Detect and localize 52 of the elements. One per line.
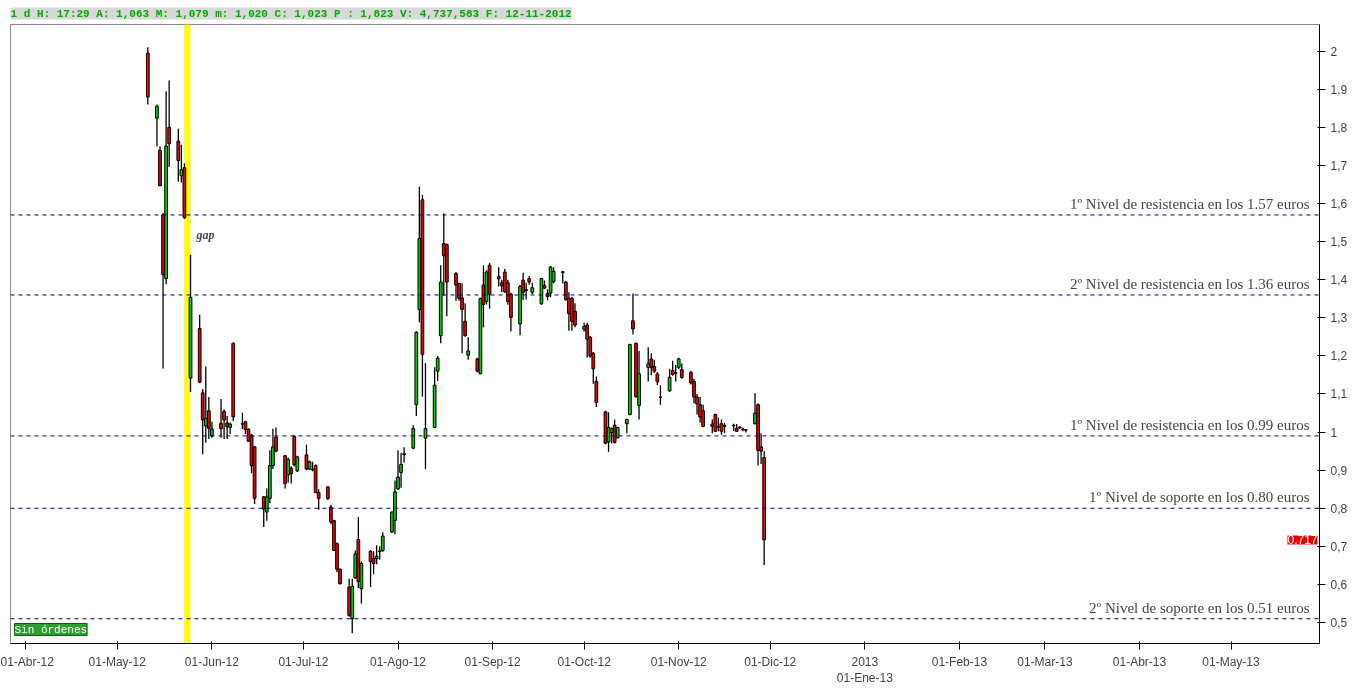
candlestick — [658, 384, 663, 406]
x-tick-label: 01-Feb-13 — [931, 654, 988, 669]
x-tick-label: 01-Jul-12 — [278, 654, 329, 669]
ref-line-label: 2º Nivel de resistencia en los 1.36 euros — [1069, 275, 1310, 292]
candlestick — [667, 368, 672, 393]
candlestick — [698, 396, 702, 424]
ref-line-label: 2º Nivel de soporte en los 0.51 euros — [1089, 599, 1310, 616]
x-tick-label: 01-Ago-12 — [369, 654, 427, 669]
y-tick-label: 1,2 — [1330, 349, 1348, 364]
candlestick — [466, 336, 471, 361]
y-tick-label: 0,8 — [1330, 501, 1348, 516]
x-tick-label: 01-Abr-13 — [1112, 654, 1167, 669]
y-tick-label: 2 — [1330, 44, 1338, 59]
y-tick-label: 1,9 — [1330, 82, 1348, 97]
y-tick-label: 0,5 — [1330, 616, 1348, 631]
candlestick — [624, 418, 629, 434]
y-tick-label: 0,6 — [1330, 577, 1348, 592]
chart-title: 1 d H: 17:29 A: 1,063 M: 1,079 m: 1,020 C: 1,023 P : 1,823 V: 4,737,583 F: 12-11-2012 — [10, 7, 572, 20]
annotation: gap — [195, 227, 215, 242]
x-tick-label: 01-Abr-12 — [0, 654, 55, 669]
candlestick — [496, 266, 501, 288]
x-tick-label: 01-Oct-12 — [557, 654, 612, 669]
candlestick — [423, 362, 428, 470]
y-tick-label: 1,3 — [1330, 311, 1348, 326]
x-tick-label: 01-Jun-12 — [184, 654, 240, 669]
y-tick-label: 1,4 — [1330, 273, 1348, 288]
annotation: Sin órdenes — [14, 623, 88, 636]
ref-line-label: 1º Nivel de resistencia en los 0.99 euros — [1069, 416, 1310, 433]
annotation: 0,717 — [1287, 533, 1318, 548]
y-tick-label: 1,1 — [1330, 387, 1348, 402]
x-tick-label: 01-Nov-12 — [650, 654, 708, 669]
ref-line-label: 1º Nivel de resistencia en los 1.57 euros — [1069, 195, 1310, 212]
candlestick — [435, 355, 440, 382]
y-tick-label: 1,5 — [1330, 235, 1348, 250]
y-tick-label: 0,7 — [1330, 539, 1348, 554]
candlestick — [570, 296, 574, 332]
candlestick — [631, 292, 635, 336]
y-tick-label: 1,7 — [1330, 158, 1348, 173]
x-tick-label: 01-May-13 — [1202, 654, 1261, 669]
x-tick-label: 01-Sep-12 — [464, 654, 521, 669]
y-tick-label: 1,8 — [1330, 120, 1348, 135]
y-tick-label: 0,9 — [1330, 463, 1348, 478]
ref-line-label: 1º Nivel de soporte en los 0.80 euros — [1089, 489, 1310, 506]
y-tick-label: 1,6 — [1330, 197, 1348, 212]
candlestick — [368, 549, 373, 588]
candlestick — [219, 398, 223, 439]
x-tick-label: 01-May-12 — [88, 654, 147, 669]
x-tick-label: 01-Mar-13 — [1017, 654, 1073, 669]
y-tick-label: 1 — [1330, 425, 1338, 440]
x-tick-label: 2013 01-Ene-13 — [836, 654, 894, 686]
x-tick-label: 01-Dic-12 — [744, 654, 797, 669]
candlestick — [155, 103, 159, 148]
